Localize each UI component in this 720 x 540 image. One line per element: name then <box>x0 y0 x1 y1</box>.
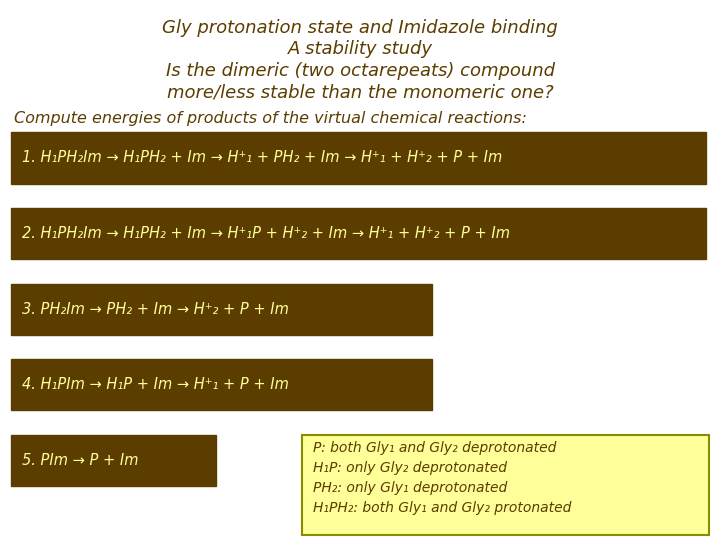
Text: 3. PH₂Im → PH₂ + Im → H⁺₂ + P + Im: 3. PH₂Im → PH₂ + Im → H⁺₂ + P + Im <box>22 302 289 316</box>
FancyBboxPatch shape <box>11 435 216 486</box>
Text: Gly protonation state and Imidazole binding: Gly protonation state and Imidazole bind… <box>162 19 558 37</box>
FancyBboxPatch shape <box>11 284 432 335</box>
FancyBboxPatch shape <box>11 208 706 259</box>
Text: 1. H₁PH₂Im → H₁PH₂ + Im → H⁺₁ + PH₂ + Im → H⁺₁ + H⁺₂ + P + Im: 1. H₁PH₂Im → H₁PH₂ + Im → H⁺₁ + PH₂ + Im… <box>22 151 502 165</box>
Text: A stability study: A stability study <box>287 40 433 58</box>
Text: P: both Gly₁ and Gly₂ deprotonated
H₁P: only Gly₂ deprotonated
PH₂: only Gly₁ de: P: both Gly₁ and Gly₂ deprotonated H₁P: … <box>313 441 572 515</box>
Text: 2. H₁PH₂Im → H₁PH₂ + Im → H⁺₁P + H⁺₂ + Im → H⁺₁ + H⁺₂ + P + Im: 2. H₁PH₂Im → H₁PH₂ + Im → H⁺₁P + H⁺₂ + I… <box>22 226 510 241</box>
Text: 4. H₁PIm → H₁P + Im → H⁺₁ + P + Im: 4. H₁PIm → H₁P + Im → H⁺₁ + P + Im <box>22 377 289 392</box>
Text: Compute energies of products of the virtual chemical reactions:: Compute energies of products of the virt… <box>14 111 527 126</box>
Text: 5. PIm → P + Im: 5. PIm → P + Im <box>22 453 138 468</box>
Text: Is the dimeric (two octarepeats) compound: Is the dimeric (two octarepeats) compoun… <box>166 62 554 80</box>
FancyBboxPatch shape <box>302 435 709 535</box>
FancyBboxPatch shape <box>11 132 706 184</box>
FancyBboxPatch shape <box>11 359 432 410</box>
Text: more/less stable than the monomeric one?: more/less stable than the monomeric one? <box>167 84 553 102</box>
